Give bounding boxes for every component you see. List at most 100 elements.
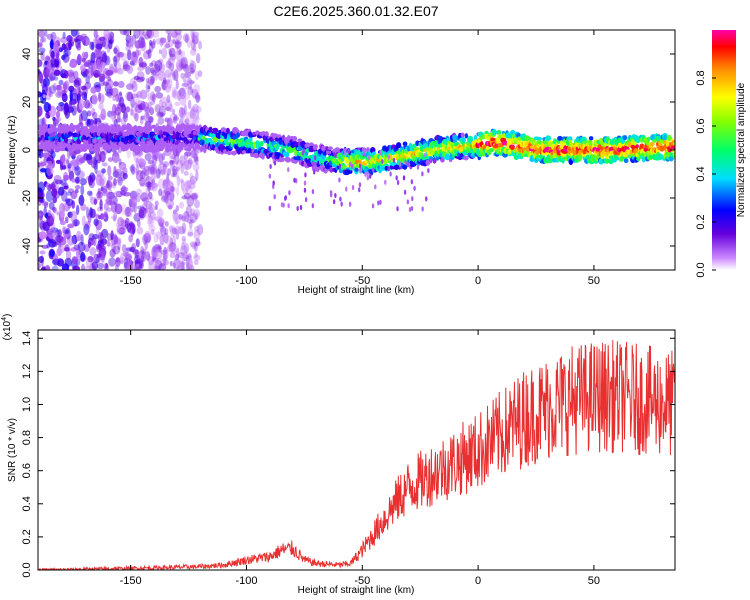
spectrogram-cell <box>147 160 155 165</box>
spectrogram-cell <box>153 232 159 243</box>
spectrogram-cell <box>192 31 200 38</box>
spectrogram-cell <box>153 265 161 270</box>
spectrogram-cell <box>557 135 563 141</box>
spectrogram-cell <box>85 259 93 268</box>
spectrogram-cell <box>112 128 117 133</box>
spectrogram-cell <box>180 72 185 79</box>
spectrogram-cell <box>351 185 355 191</box>
spectrogram-cell <box>70 247 78 252</box>
spectrogram-cell <box>282 202 285 208</box>
spectrogram-cell <box>57 84 63 97</box>
spectrogram-cell <box>130 108 134 116</box>
spectrogram-cell <box>348 201 352 207</box>
spectrogram-cell <box>93 218 99 227</box>
spectrogram-cell <box>157 71 166 81</box>
spectrogram-cell <box>191 124 196 130</box>
spectrogram-cell <box>76 230 82 242</box>
spectrogram-cell <box>73 218 78 227</box>
spectrogram-cell <box>172 262 176 270</box>
spectrogram-cell <box>154 205 158 211</box>
spectrogram-cell <box>163 178 167 186</box>
spectrogram-cell <box>147 85 151 90</box>
spectrogram-cell <box>186 195 195 207</box>
spectrogram-cell <box>338 163 342 169</box>
spectrogram-cell <box>38 30 46 38</box>
spectrogram-cell <box>54 179 63 185</box>
spectrogram-cell <box>177 252 185 259</box>
spectrogram-y-label: Frequency (Hz) <box>7 116 18 185</box>
spectrogram-cell <box>47 147 51 152</box>
spectrogram-cell <box>153 243 161 251</box>
spectrogram-cell <box>194 116 201 121</box>
spectrogram-cell <box>465 150 472 155</box>
spectrogram-cell <box>272 180 275 186</box>
spectrogram-cell <box>162 248 169 260</box>
spectrogram-cell <box>123 191 131 197</box>
spectrogram-cell <box>87 190 93 196</box>
spectrogram-cell <box>158 99 163 108</box>
spectrogram-cell <box>410 179 414 185</box>
spectrogram-cell <box>38 231 47 240</box>
x-tick-label: 50 <box>588 575 600 587</box>
spectrogram-cell <box>490 137 496 142</box>
spectrogram-cell <box>298 159 302 165</box>
spectrogram-cell <box>81 263 86 270</box>
spectrogram-cell <box>41 265 46 270</box>
spectrogram-cell <box>132 51 137 58</box>
spectrogram-cell <box>396 179 400 185</box>
spectrogram-cell <box>61 263 70 270</box>
spectrogram-cell <box>96 58 101 70</box>
spectrogram-cell <box>164 259 169 266</box>
spectrogram-cell <box>74 166 79 171</box>
spectrogram-cell <box>156 208 164 218</box>
spectrogram-cell <box>164 117 169 123</box>
spectrogram-cell <box>180 260 185 270</box>
spectrogram-cell <box>111 150 120 163</box>
spectrogram-cell <box>304 197 308 203</box>
spectrogram-cell <box>80 251 86 262</box>
spectrogram-cell <box>368 173 372 179</box>
spectrogram-cell <box>129 60 135 66</box>
spectrogram-cell <box>517 140 524 145</box>
spectrogram-cell <box>143 200 148 207</box>
spectrogram-cell <box>452 134 458 141</box>
snr-panel: -150 -100 -50 0 50 0.00.20.40.60.81.01.21.4 … <box>1 314 676 596</box>
spectrogram-cell <box>165 30 172 35</box>
spectrogram-cell <box>124 206 132 218</box>
spectrogram-cell <box>169 159 175 165</box>
spectrogram-cell <box>172 72 176 81</box>
spectrogram-cell <box>329 192 333 198</box>
spectrogram-cell <box>76 95 81 102</box>
spectrogram-cell <box>78 194 85 206</box>
spectrogram-cell <box>40 266 46 270</box>
spectrogram-cell <box>117 216 124 227</box>
spectrogram-cell <box>143 133 149 139</box>
spectrogram-cell <box>98 231 102 243</box>
spectrogram-cell <box>189 58 194 68</box>
spectrogram-cell <box>44 30 48 37</box>
spectrogram-cell <box>66 35 73 43</box>
spectrogram-cell <box>70 30 78 37</box>
spectrogram-cell <box>87 241 92 249</box>
spectrogram-cell <box>161 228 166 240</box>
spectrogram-cell <box>195 105 202 114</box>
spectrogram-cell <box>180 261 186 266</box>
spectrogram-cell <box>402 164 408 170</box>
spectrogram-cell <box>311 161 318 166</box>
chart-title: C2E6.2025.360.01.32.E07 <box>273 3 438 19</box>
spectrogram-cell <box>130 93 139 99</box>
spectrogram-cell <box>49 249 55 258</box>
spectrogram-cell <box>46 61 52 70</box>
spectrogram-cell <box>143 170 149 177</box>
spectrogram-cell <box>195 169 199 181</box>
spectrogram-cell <box>99 212 104 220</box>
spectrogram-cell <box>126 49 132 61</box>
spectrogram-cell <box>43 101 51 113</box>
spectrogram-cell <box>155 92 164 99</box>
spectrogram-cell <box>377 200 380 206</box>
spectrogram-cell <box>135 263 140 268</box>
spectrogram-cell <box>151 228 155 235</box>
snr-y-ticks: 0.0 0.2 0.4 0.6 0.8 1.0 1.2 1.4 <box>21 331 675 578</box>
spectrogram-cell <box>183 243 190 254</box>
spectrogram-cell <box>117 80 125 88</box>
